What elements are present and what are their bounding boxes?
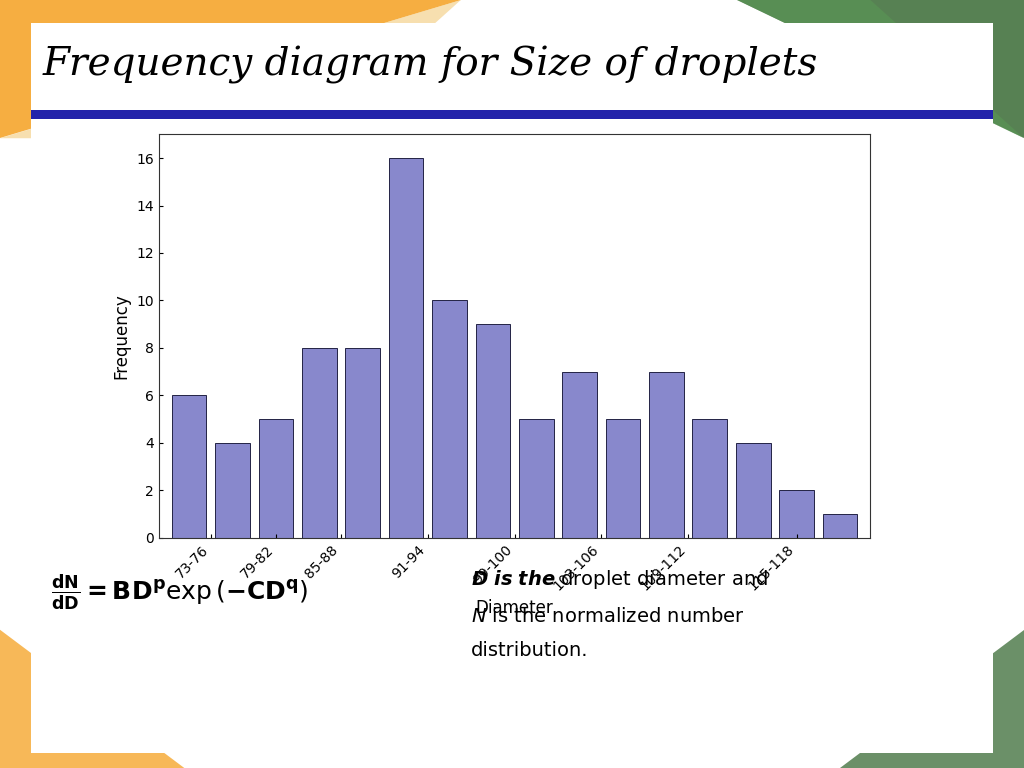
Bar <box>822 514 857 538</box>
Bar <box>172 396 207 538</box>
Bar <box>432 300 467 538</box>
Bar <box>736 442 771 538</box>
Bar <box>519 419 554 538</box>
Bar <box>215 442 250 538</box>
Bar <box>389 158 424 538</box>
Text: $\mathbf{\frac{dN}{dD} = BD^p \exp\left(-CD^q\right)}$: $\mathbf{\frac{dN}{dD} = BD^p \exp\left(… <box>51 572 308 612</box>
Text: Frequency diagram for Size of droplets: Frequency diagram for Size of droplets <box>42 46 818 84</box>
Bar <box>475 324 510 538</box>
Bar <box>345 348 380 538</box>
Bar <box>258 419 293 538</box>
Text: $\bfit{D}$ $\bfit{is}$ $\bfit{the}$ droplet diameter and: $\bfit{D}$ $\bfit{is}$ $\bfit{the}$ drop… <box>471 568 768 591</box>
X-axis label: Diameter: Diameter <box>476 599 553 617</box>
Text: $N$ is the normalized number: $N$ is the normalized number <box>471 607 744 626</box>
Bar <box>562 372 597 538</box>
Y-axis label: Frequency: Frequency <box>113 293 130 379</box>
Bar <box>779 490 814 538</box>
Bar <box>605 419 640 538</box>
Bar <box>302 348 337 538</box>
Text: distribution.: distribution. <box>471 641 589 660</box>
Bar <box>649 372 684 538</box>
Bar <box>692 419 727 538</box>
